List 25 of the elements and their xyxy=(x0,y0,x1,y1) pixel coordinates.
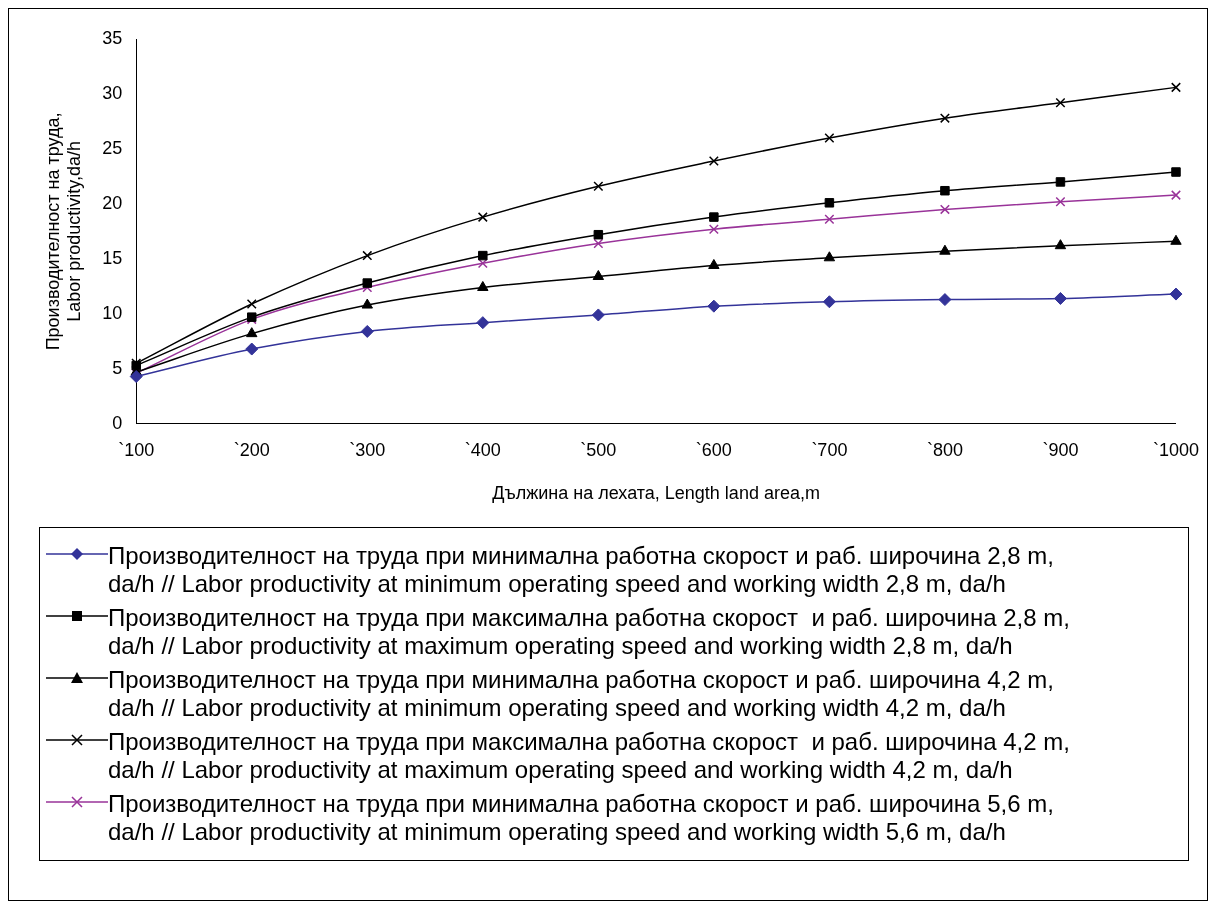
y-tick-label: 25 xyxy=(102,137,123,158)
x-tick-label: `600 xyxy=(695,439,732,460)
y-tick-label: 20 xyxy=(102,192,123,213)
legend-label: Производителност на труда при минимална работна скорост и раб. широчина 4,2 m, da/h // Labor productivity at minimum operating speed and working width 4,2 m, da/h xyxy=(108,666,1055,722)
y-tick-label: 35 xyxy=(102,27,123,48)
y-tick-label: 10 xyxy=(102,302,123,323)
legend-label: Производителност на труда при максимална работна скорост и раб. широчина 2,8 m, da/h // Labor productivity at maximum operating speed and working width 2,8 m, da/h xyxy=(108,604,1071,660)
legend-label: Производителност на труда при минимална работна скорост и раб. широчина 2,8 m, da/h // Labor productivity at minimum operating speed and working width 2,8 m, da/h xyxy=(108,542,1055,598)
legend-label: Производителност на труда при минимална работна скорост и раб. широчина 5,6 m, da/h // Labor productivity at minimum operating speed and working width 5,6 m, da/h xyxy=(108,790,1055,846)
legend-label: Производителност на труда при максимална работна скорост и раб. широчина 4,2 m, da/h // Labor productivity at maximum operating speed and working width 4,2 m, da/h xyxy=(108,728,1071,784)
y-tick-label: 30 xyxy=(102,82,123,103)
x-tick-label: `900 xyxy=(1042,439,1079,460)
x-tick-label: `500 xyxy=(580,439,617,460)
x-axis-title: Дължина на лехата, Length land area,m xyxy=(492,483,820,504)
x-tick-label: `400 xyxy=(464,439,501,460)
x-tick-label: `700 xyxy=(811,439,848,460)
x-tick-label: `800 xyxy=(926,439,963,460)
y-tick-label: 15 xyxy=(102,247,123,268)
x-tick-label: `100 xyxy=(118,439,155,460)
x-tick-label: `1000 xyxy=(1152,439,1199,460)
y-axis-title: Производителност на труда, Labor productivity,da/h xyxy=(42,112,85,351)
y-tick-label: 0 xyxy=(112,412,123,433)
y-tick-label: 5 xyxy=(112,357,123,378)
x-tick-label: `300 xyxy=(349,439,386,460)
x-tick-label: `200 xyxy=(233,439,270,460)
